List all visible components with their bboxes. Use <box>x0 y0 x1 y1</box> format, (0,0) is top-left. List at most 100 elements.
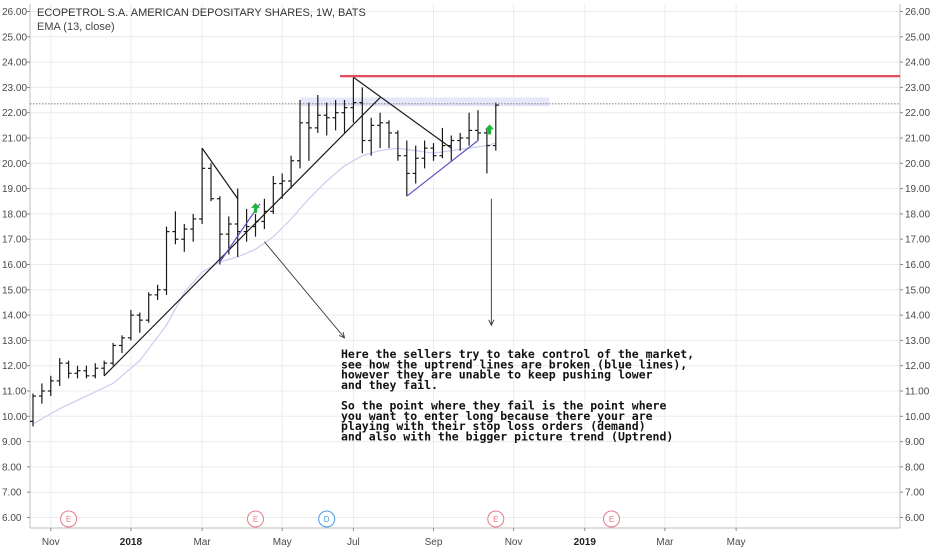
ohlc-bar[interactable] <box>101 360 108 376</box>
ohlc-bar[interactable] <box>145 292 152 323</box>
ohlc-bar[interactable] <box>394 130 401 161</box>
trendline-black[interactable] <box>201 147 239 200</box>
ohlc-bar[interactable] <box>216 196 223 265</box>
earnings-event-marker[interactable]: E <box>247 510 264 528</box>
left-price-tick-label: 9.00 <box>2 437 22 448</box>
trendline-blue[interactable] <box>406 140 479 197</box>
ohlc-bar[interactable] <box>154 284 161 300</box>
time-tick-label: Sep <box>425 537 443 548</box>
event-marker-circle <box>247 510 264 528</box>
ohlc-bar[interactable] <box>492 102 499 151</box>
supply-zone-rectangle[interactable] <box>300 97 550 107</box>
ohlc-bar[interactable] <box>243 208 250 242</box>
ohlc-bar[interactable] <box>163 226 170 295</box>
right-price-tick-label: 18.00 <box>905 209 930 220</box>
event-marker-letter: E <box>253 515 258 524</box>
ohlc-bar[interactable] <box>92 363 99 379</box>
annotation-line: and they fail. <box>341 378 438 392</box>
ohlc-bar[interactable] <box>412 145 419 184</box>
arrow-annotation[interactable] <box>264 241 346 339</box>
left-price-axis[interactable]: 26.00 25.00 24.00 23.00 22.00 21.00 20.00 19.00… <box>2 7 30 524</box>
ohlc-bar[interactable] <box>439 127 446 159</box>
ohlc-bar[interactable] <box>288 155 295 189</box>
left-price-tick-label: 24.00 <box>2 58 27 69</box>
ohlc-bar[interactable] <box>430 143 437 161</box>
left-price-tick-label: 19.00 <box>2 184 27 195</box>
green-up-arrow-icon[interactable] <box>251 202 260 213</box>
annotation-line: you want to enter long because there you… <box>341 409 653 423</box>
time-tick-label: Nov <box>505 537 523 548</box>
time-tick-label: May <box>727 537 746 548</box>
ohlc-bar[interactable] <box>30 393 36 427</box>
trendline-black[interactable] <box>103 97 381 377</box>
left-price-tick-label: 12.00 <box>2 361 27 372</box>
ohlc-bar[interactable] <box>305 102 312 161</box>
ohlc-bar[interactable] <box>181 224 188 252</box>
annotation-text-block: Here the sellers try to take control of … <box>341 347 694 443</box>
earnings-event-marker[interactable]: E <box>487 510 505 528</box>
arrow-annotation[interactable] <box>488 198 495 327</box>
ohlc-bar[interactable] <box>47 375 54 397</box>
chart-title: ECOPETROL S.A. AMERICAN DEPOSITARY SHARE… <box>37 7 366 19</box>
ohlc-bar[interactable] <box>199 148 206 225</box>
ohlc-bar[interactable] <box>386 120 392 149</box>
annotation-line: and also with the bigger picture trend (… <box>341 429 673 443</box>
time-tick-label: Mar <box>656 537 674 548</box>
left-price-tick-label: 15.00 <box>2 285 27 296</box>
ohlc-bar[interactable] <box>350 77 357 123</box>
ohlc-bar[interactable] <box>297 100 303 169</box>
ohlc-bar[interactable] <box>466 112 473 146</box>
ohlc-bar[interactable] <box>341 100 348 133</box>
ohlc-bar[interactable] <box>359 87 366 154</box>
right-price-tick-label: 16.00 <box>905 260 930 271</box>
ohlc-bar[interactable] <box>457 132 464 151</box>
ohlc-bar[interactable] <box>136 312 143 333</box>
event-marker-letter: E <box>609 515 614 524</box>
ohlc-bar[interactable] <box>368 117 375 156</box>
ohlc-bar[interactable] <box>74 365 81 379</box>
earnings-event-marker[interactable]: E <box>603 510 620 528</box>
drawings-zone <box>300 97 550 107</box>
ohlc-bar[interactable] <box>110 342 117 366</box>
ohlc-bar[interactable] <box>119 335 125 354</box>
ohlc-bar[interactable] <box>483 127 490 174</box>
trendline-blue[interactable] <box>219 203 261 263</box>
ohlc-bar[interactable] <box>332 100 339 131</box>
ohlc-bar[interactable] <box>65 360 72 379</box>
up-arrow-shape <box>485 124 495 135</box>
ohlc-bar[interactable] <box>208 163 214 202</box>
arrow-head <box>338 331 346 339</box>
trendline-black[interactable] <box>353 76 452 149</box>
right-price-tick-label: 9.00 <box>905 437 925 448</box>
ohlc-bar[interactable] <box>421 140 428 169</box>
right-price-tick-label: 14.00 <box>905 311 930 322</box>
ohlc-bar[interactable] <box>127 310 134 341</box>
green-up-arrow-icon[interactable] <box>485 124 495 135</box>
earnings-event-marker[interactable]: E <box>60 510 78 528</box>
ohlc-bar[interactable] <box>403 140 410 197</box>
ohlc-bars <box>30 77 499 427</box>
dividend-event-marker[interactable]: D <box>318 510 336 528</box>
ohlc-bar[interactable] <box>56 358 63 386</box>
left-price-tick-label: 22.00 <box>2 108 27 119</box>
left-price-tick-label: 21.00 <box>2 134 27 145</box>
time-tick-label: May <box>273 537 292 548</box>
ohlc-bar[interactable] <box>475 110 481 141</box>
ohlc-bar[interactable] <box>377 112 384 149</box>
ohlc-bar[interactable] <box>279 173 286 199</box>
left-price-tick-label: 20.00 <box>2 159 27 170</box>
ohlc-bar[interactable] <box>323 102 330 136</box>
ohlc-bar[interactable] <box>314 94 321 133</box>
time-axis[interactable]: Nov 2018 Mar May Jul Sep Nov 2019 Mar May <box>42 528 746 548</box>
ohlc-bar[interactable] <box>190 213 197 242</box>
ohlc-bar[interactable] <box>83 365 90 379</box>
right-price-axis[interactable]: 26.00 25.00 24.00 23.00 22.00 21.00 20.00 19.00… <box>900 7 930 524</box>
ohlc-bar[interactable] <box>172 211 179 245</box>
ohlc-bar[interactable] <box>270 175 277 214</box>
indicator-label[interactable]: EMA (13, close) <box>37 21 115 33</box>
left-price-tick-label: 17.00 <box>2 235 27 246</box>
ohlc-bar[interactable] <box>38 383 45 404</box>
